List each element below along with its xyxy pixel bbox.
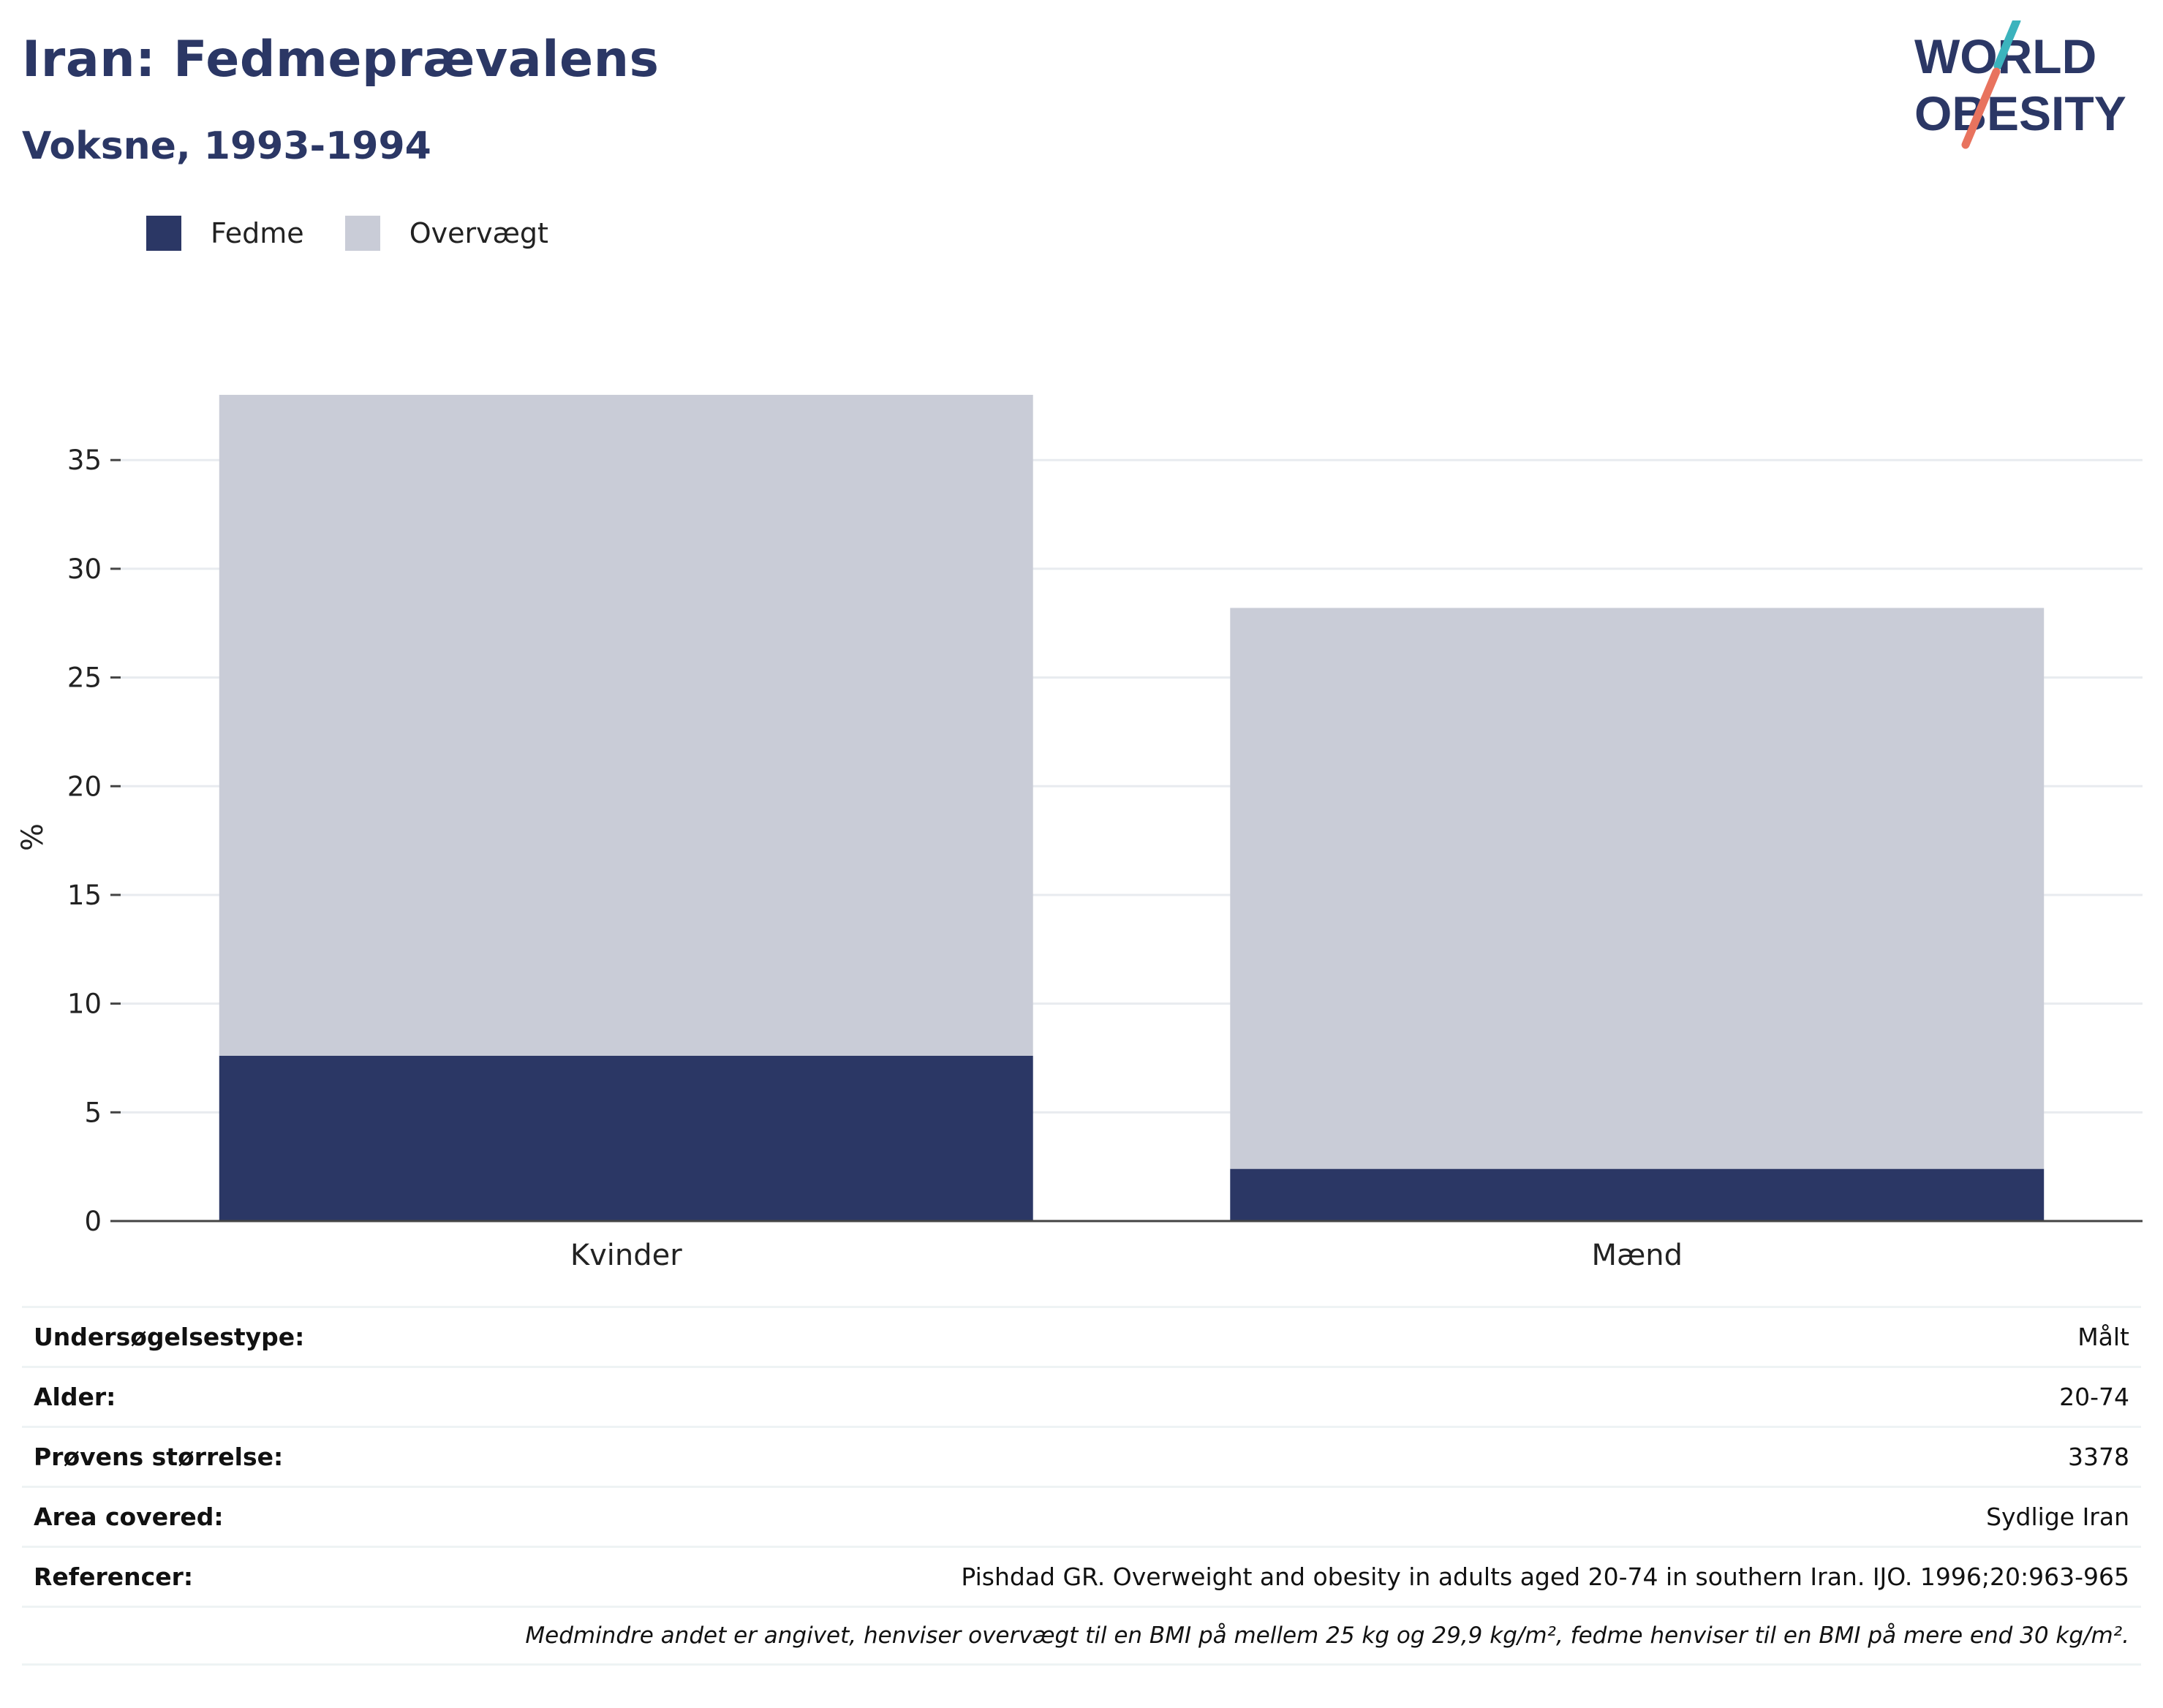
bar-overvaegt-maend (1230, 608, 2045, 1169)
meta-label: Undersøgelsestype: (34, 1323, 305, 1351)
legend-swatch-overvaegt (344, 216, 380, 251)
meta-value[interactable]: Pishdad GR. Overweight and obesity in ad… (961, 1562, 2129, 1591)
chart-subtitle: Voksne, 1993-1994 (22, 124, 431, 168)
meta-row-references: Referencer: Pishdad GR. Overweight and o… (22, 1546, 2141, 1606)
y-tick-label: 15 (67, 880, 102, 911)
world-obesity-logo: WORLD OBESITY (1914, 20, 2126, 149)
meta-row-area-covered: Area covered: Sydlige Iran (22, 1486, 2141, 1546)
y-axis-label: % (16, 823, 50, 851)
x-tick-label: Kvinder (570, 1239, 682, 1272)
legend-swatch-fedme (146, 216, 181, 251)
meta-label: Alder: (34, 1383, 116, 1411)
bar-overvaegt-kvinder (219, 395, 1033, 1056)
y-tick-label: 0 (84, 1206, 102, 1237)
chart-title: Iran: Fedmeprævalens (22, 31, 660, 88)
bar-fedme-kvinder (219, 1056, 1033, 1221)
bmi-definition-note: Medmindre andet er angivet, henviser ove… (22, 1606, 2141, 1666)
y-tick-label: 20 (67, 771, 102, 802)
meta-label: Prøvens størrelse: (34, 1443, 284, 1471)
legend-label-fedme: Fedme (211, 217, 304, 249)
y-tick-label: 10 (67, 989, 102, 1020)
meta-label: Area covered: (34, 1503, 224, 1531)
bar-chart: 0 5 10 15 20 25 30 35% Kvinder Mænd (16, 395, 2143, 1272)
logo-slash-bottom (1961, 67, 2001, 149)
metadata-table: Undersøgelsestype: Målt Alder: 20-74 Prø… (22, 1306, 2141, 1666)
y-tick-label: 30 (67, 553, 102, 585)
legend-label-overvaegt: Overvægt (409, 217, 548, 249)
meta-row-age: Alder: 20-74 (22, 1366, 2141, 1426)
bar-fedme-maend (1230, 1168, 2045, 1221)
logo-slash-top (1993, 20, 2021, 70)
chart-legend: Fedme Overvægt (146, 216, 589, 251)
legend-item-fedme[interactable]: Fedme (146, 216, 304, 251)
meta-value: 20-74 (2059, 1383, 2129, 1411)
meta-value: 3378 (2068, 1443, 2129, 1471)
meta-row-sample-size: Prøvens størrelse: 3378 (22, 1426, 2141, 1486)
y-tick-label: 5 (84, 1097, 102, 1128)
legend-item-overvaegt[interactable]: Overvægt (344, 216, 548, 251)
x-tick-label: Mænd (1591, 1239, 1683, 1272)
meta-value: Målt (2077, 1323, 2129, 1351)
meta-row-survey-type: Undersøgelsestype: Målt (22, 1306, 2141, 1366)
logo-line-2: OBESITY (1914, 86, 2126, 140)
y-tick-label: 35 (67, 445, 102, 476)
meta-label: Referencer: (34, 1562, 194, 1591)
y-tick-label: 25 (67, 662, 102, 694)
meta-value: Sydlige Iran (1986, 1503, 2129, 1531)
